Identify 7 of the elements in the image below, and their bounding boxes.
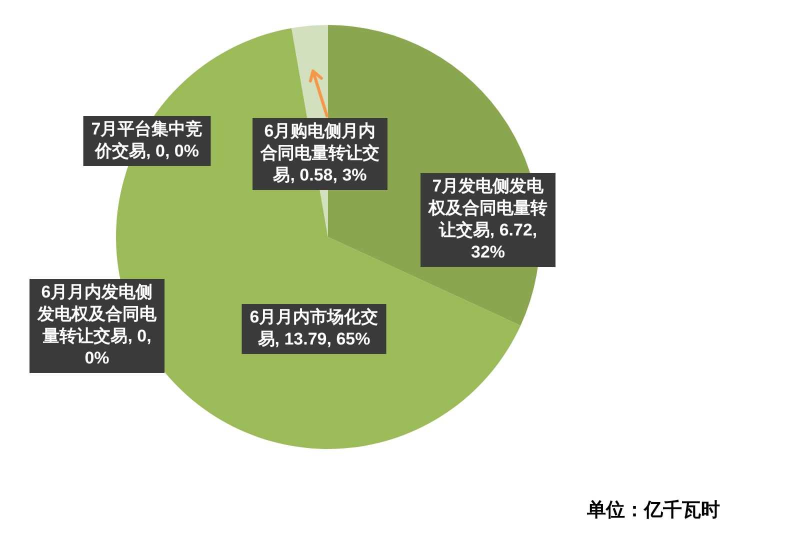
category-label: 6月月内发电侧发电权及合同电量转让交易, 0, xyxy=(38,282,156,346)
text: 0% xyxy=(84,348,110,368)
slice-label: 7月发电侧发电权及合同电量转让交易, 6.72, 32% xyxy=(428,176,548,262)
slice-label: 6月月内市场化交易, 13.79, 65% xyxy=(250,308,378,349)
category-label: 7月平台集中竞价交易, 0, 0% xyxy=(91,120,203,161)
text: 单位：亿千瓦时 xyxy=(586,499,720,522)
slice-label: 6月购电侧月内合同电量转让交易, 0.58, 3% xyxy=(260,122,380,185)
